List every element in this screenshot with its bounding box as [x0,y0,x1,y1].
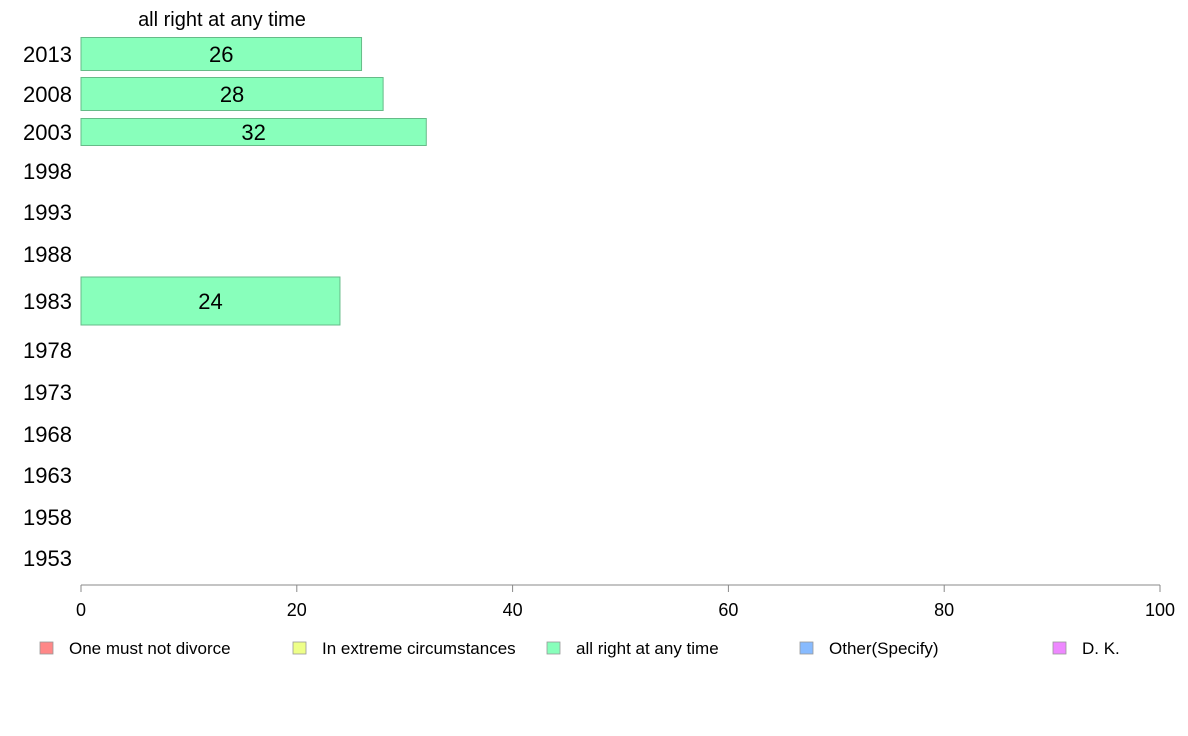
chart-title: all right at any time [138,9,306,31]
legend-label: all right at any time [576,639,719,658]
x-tick-label-60: 60 [718,600,738,620]
legend: One must not divorce In extreme circumsta… [39,639,1120,658]
category-labels: 2013 2008 2003 1998 1993 1988 1983 1978 1973 1968… [23,42,72,571]
category-label-1963: 1963 [23,463,72,488]
x-tick-label-80: 80 [934,600,954,620]
x-axis: 0 20 40 60 80 100 [76,584,1175,620]
bars-group: 26 28 32 24 [80,37,427,326]
category-label-2003: 2003 [23,120,72,145]
category-label-1993: 1993 [23,200,72,225]
legend-swatch [799,641,814,655]
bar-2008 [80,77,384,111]
bar-2013 [80,37,363,71]
category-label-1998: 1998 [23,159,72,184]
category-label-2013: 2013 [23,42,72,67]
bar-label-2013: 26 [209,42,233,67]
bar-label-1983: 24 [198,289,222,314]
legend-swatch [1052,641,1067,655]
legend-label: In extreme circumstances [322,639,516,658]
legend-item: In extreme circumstances [292,639,516,658]
x-tick-label-100: 100 [1145,600,1175,620]
bar-label-2008: 28 [220,82,244,107]
legend-item: One must not divorce [39,639,231,658]
bar-1983 [80,276,341,326]
legend-swatch [39,641,54,655]
legend-swatch [292,641,307,655]
legend-swatch [546,641,561,655]
x-tick-label-20: 20 [287,600,307,620]
x-tick-label-0: 0 [76,600,86,620]
category-label-1958: 1958 [23,505,72,530]
category-label-1978: 1978 [23,338,72,363]
legend-label: D. K. [1082,639,1120,658]
legend-item: all right at any time [546,639,719,658]
legend-item: D. K. [1052,639,1120,658]
category-label-1983: 1983 [23,289,72,314]
category-label-1953: 1953 [23,546,72,571]
legend-label: Other(Specify) [829,639,939,658]
legend-label: One must not divorce [69,639,231,658]
category-label-1973: 1973 [23,380,72,405]
category-label-1988: 1988 [23,242,72,267]
bar-2003 [80,118,427,146]
legend-item: Other(Specify) [799,639,939,658]
bar-label-2003: 32 [241,120,265,145]
x-tick-label-40: 40 [503,600,523,620]
category-label-2008: 2008 [23,82,72,107]
category-label-1968: 1968 [23,422,72,447]
